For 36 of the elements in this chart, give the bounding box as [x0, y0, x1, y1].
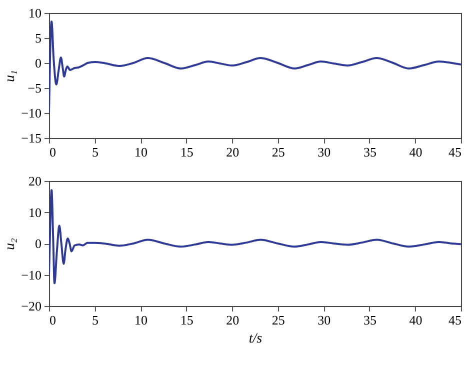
y-tick-label: 0 — [35, 56, 42, 70]
y-tick-label: −10 — [21, 106, 42, 120]
x-tick-label: 5 — [92, 312, 99, 328]
x-tick-label: 40 — [409, 144, 422, 160]
x-tick-label: 5 — [92, 144, 99, 160]
x-tick-label: 45 — [448, 144, 462, 160]
x-tick-label: 20 — [226, 312, 240, 328]
y-axis-title: u₂ — [3, 238, 18, 250]
line-series — [49, 189, 461, 284]
x-tick-label: 35 — [363, 312, 376, 328]
y-tick-label: −5 — [28, 80, 42, 96]
y-axis-title: u₁ — [3, 70, 18, 82]
y-tick-label: 0 — [35, 236, 42, 251]
y-tick-label: 10 — [28, 6, 42, 20]
y-tick-label: −20 — [21, 298, 42, 314]
line-series — [49, 20, 461, 114]
x-tick-label: 10 — [134, 144, 148, 160]
x-tick-label: 25 — [272, 312, 285, 328]
y-tick-label: 5 — [35, 30, 42, 46]
x-tick-label: 10 — [134, 312, 148, 328]
x-tick-label: 25 — [272, 144, 285, 160]
x-axis-title: t/s — [248, 332, 263, 346]
y-tick-label: 20 — [28, 174, 42, 188]
x-tick-label: 45 — [448, 312, 462, 328]
x-tick-label: 30 — [318, 312, 331, 328]
x-tick-label: 40 — [409, 312, 422, 328]
x-tick-label: 30 — [318, 144, 331, 160]
y-tick-label: 10 — [28, 204, 42, 220]
x-tick-label: 15 — [180, 144, 194, 160]
x-tick-label: 0 — [50, 312, 56, 328]
y-tick-label: −10 — [21, 267, 42, 282]
x-tick-label: 35 — [363, 144, 376, 160]
x-tick-label: 15 — [180, 312, 194, 328]
y-tick-label: −15 — [21, 130, 42, 146]
x-tick-label: 0 — [50, 144, 56, 160]
x-tick-label: 20 — [226, 144, 240, 160]
